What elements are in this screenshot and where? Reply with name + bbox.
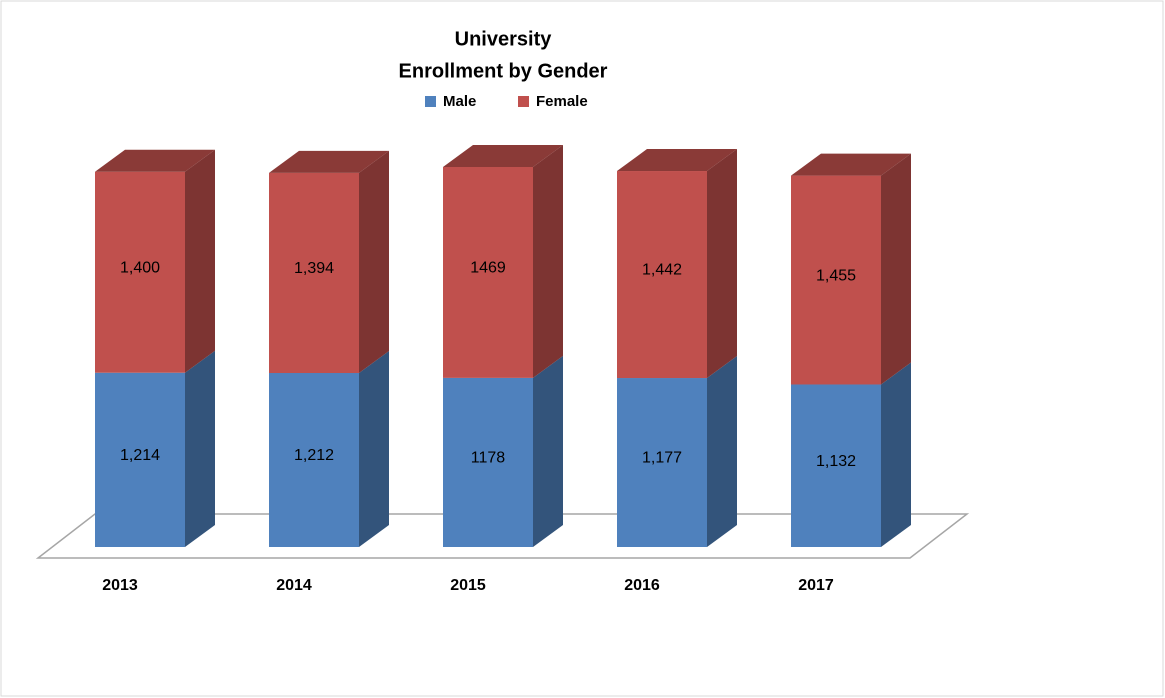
bar xyxy=(791,175,881,385)
bar xyxy=(443,377,533,547)
bar-top xyxy=(269,150,389,173)
bar-top xyxy=(95,149,215,172)
legend-label: Male xyxy=(443,93,476,110)
bar-side xyxy=(185,350,215,547)
bar-side xyxy=(881,153,911,385)
data-label: 1,132 xyxy=(816,453,856,470)
bar-side xyxy=(533,145,563,378)
bar-side xyxy=(185,149,215,373)
bar-top xyxy=(443,145,563,167)
bar xyxy=(95,372,185,547)
chart-title: University xyxy=(455,28,553,50)
data-label: 1,455 xyxy=(816,267,856,284)
bar xyxy=(617,171,707,379)
bar-side xyxy=(881,362,911,547)
legend-swatch xyxy=(425,96,436,107)
data-label: 1,177 xyxy=(642,450,682,467)
x-tick-label: 2016 xyxy=(624,577,660,594)
bar-top xyxy=(791,153,911,176)
bar-side xyxy=(359,150,389,374)
bar xyxy=(617,378,707,547)
bar-side xyxy=(359,351,389,547)
bar-side xyxy=(707,356,737,547)
bar xyxy=(443,167,533,378)
x-tick-label: 2014 xyxy=(276,577,312,594)
bar xyxy=(95,171,185,373)
data-label: 1,400 xyxy=(120,259,160,276)
bar-top xyxy=(617,149,737,172)
bar-side xyxy=(533,355,563,547)
data-label: 1,212 xyxy=(294,447,334,464)
data-label: 1,394 xyxy=(294,260,334,277)
data-label: 1178 xyxy=(471,450,506,467)
legend-swatch xyxy=(518,96,529,107)
bar xyxy=(269,373,359,547)
x-tick-label: 2015 xyxy=(450,577,486,594)
data-label: 1469 xyxy=(470,260,506,277)
legend-label: Female xyxy=(536,93,588,110)
bar xyxy=(269,172,359,374)
bar-side xyxy=(707,149,737,379)
data-label: 1,442 xyxy=(642,262,682,279)
x-tick-label: 2013 xyxy=(102,577,138,594)
x-tick-label: 2017 xyxy=(798,577,834,594)
chart-subtitle: Enrollment by Gender xyxy=(399,60,608,82)
data-label: 1,214 xyxy=(120,447,160,464)
bar xyxy=(791,384,881,547)
